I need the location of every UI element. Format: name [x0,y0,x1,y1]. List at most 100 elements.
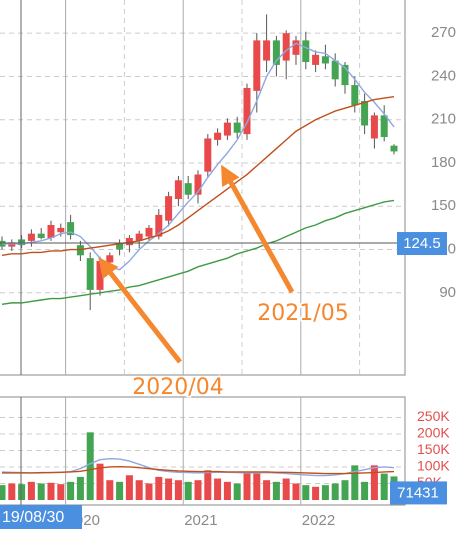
volume-bar [86,432,94,500]
volume-bar [155,476,163,500]
volume-bar [135,480,143,500]
volume-bar [18,484,26,500]
candle-body [312,54,320,65]
plot: 9012015018021024027050K100K150K200K250K2… [0,0,456,529]
candle-body [292,40,300,55]
x-tick-label: 2022 [302,512,335,529]
candle-body [135,233,143,241]
annotation-text: 2020/04 [132,375,223,400]
crosshair-price-label: 124.5 [403,235,441,252]
annotation-arrow [221,164,295,294]
volume-bar [184,481,192,500]
price-panel-frame [0,0,406,376]
candle-body [165,196,173,221]
candle-body [174,180,182,200]
volume-tick-label: 200K [417,425,450,441]
volume-bar [0,485,6,500]
candle-body [125,237,133,246]
y-tick-label: 240 [431,67,456,84]
y-tick-label: 150 [431,197,456,214]
annotation-arrow [98,257,182,364]
volume-bar [370,465,378,500]
candle-body [302,40,310,63]
candle-body [390,145,398,152]
candle-body [86,258,94,290]
volume-bar [233,483,241,500]
volume-moving-average [2,465,395,475]
volume-panel-frame [0,396,406,506]
volume-bar [253,473,261,500]
y-tick-label: 90 [439,284,456,301]
candle-body [331,60,339,80]
candle-body [67,222,75,236]
candle-body [155,214,163,237]
volume-tick-label: 150K [417,441,450,457]
candle-body [194,174,202,195]
candle-body [361,100,369,126]
volume-bar [223,481,231,500]
candle-body [380,115,388,138]
volume-bar [165,478,173,500]
last-volume-box [390,481,447,505]
candle-body [57,227,65,233]
volume-bar [302,485,310,500]
volume-bar [272,481,280,500]
candle-body [116,243,124,250]
volume-bar [312,486,320,500]
candle-body [145,227,153,237]
crosshair-price-box [397,232,447,256]
moving-average [2,42,395,271]
volume-bar [116,481,124,500]
volume-bar [76,476,84,500]
candle-body [204,138,212,172]
candle-body [27,233,35,241]
y-tick-label: 180 [431,154,456,171]
volume-bar [214,478,222,500]
crosshair-x-label: 19/08/30 [2,509,64,526]
x-tick-label: 2021 [184,512,217,529]
volume-bar [174,480,182,500]
y-tick-label: 270 [431,24,456,41]
volume-bar [380,473,388,500]
candle-body [341,64,349,86]
volume-bar [125,475,133,500]
volume-tick-label: 250K [417,408,450,424]
annotation-text: 2021/05 [257,301,348,326]
candle-body [76,245,84,256]
volume-bar [331,483,339,500]
candle-body [282,33,290,61]
last-volume-label: 71431 [397,484,439,501]
candle-body [321,56,329,64]
volume-tick-label: 100K [417,458,450,474]
volume-bar [106,480,114,500]
candle-body [184,183,192,195]
volume-bar [67,481,75,500]
volume-bar [351,465,359,500]
candle-body [47,225,55,238]
candle-body [8,242,16,247]
crosshair-x-box [0,505,82,529]
moving-average [1,199,395,306]
candle-body [370,115,378,139]
volume-bar [341,480,349,500]
volume-bar [321,485,329,500]
y-tick-label: 210 [431,111,456,128]
moving-average [1,95,395,256]
candle-body [263,40,271,61]
candle-body [253,40,261,91]
candle-body [351,85,359,106]
volume-bar [96,463,104,500]
volume-bar [47,482,55,500]
candle-body [223,122,231,136]
volume-bar [57,484,65,500]
volume-bar [282,478,290,500]
volume-bar [145,483,153,500]
candle-body [272,40,280,65]
volume-bar [194,480,202,500]
volume-bar [361,481,369,500]
candle-body [243,87,251,135]
volume-bar [204,470,212,500]
candle-body [18,239,26,246]
volume-bar [8,483,16,500]
